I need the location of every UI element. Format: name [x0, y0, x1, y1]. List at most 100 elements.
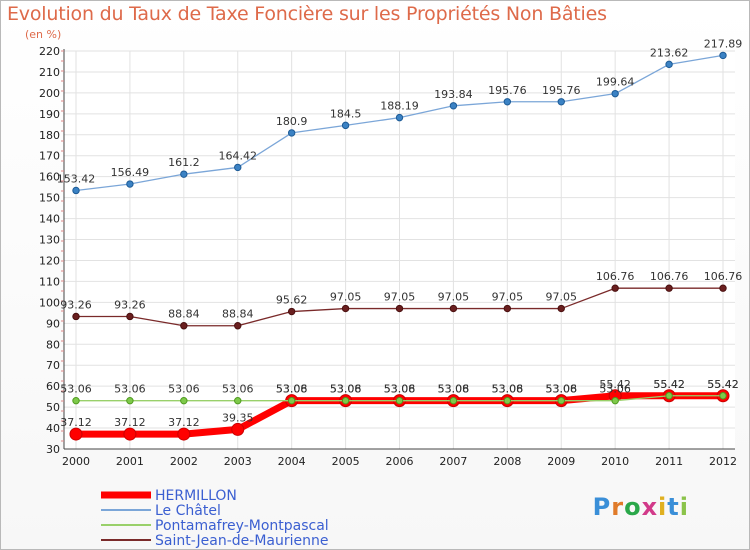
data-point	[341, 304, 350, 313]
data-label: 188.19	[380, 100, 419, 113]
data-point	[123, 427, 137, 441]
data-label: 161.2	[168, 156, 200, 169]
data-point	[503, 304, 512, 313]
data-point	[126, 180, 134, 188]
data-point	[449, 396, 458, 405]
data-label: 53.06	[222, 383, 254, 396]
data-point	[234, 163, 242, 172]
data-point	[395, 304, 404, 313]
data-point	[234, 396, 242, 405]
data-label: 53.08	[384, 383, 416, 396]
x-tick-label: 2011	[655, 455, 683, 468]
data-label: 53.08	[492, 383, 524, 396]
data-point	[180, 170, 188, 178]
x-tick-label: 2012	[709, 455, 737, 468]
data-label: 180.9	[276, 115, 308, 128]
data-point	[557, 304, 565, 313]
y-tick-label: 140	[39, 213, 60, 226]
data-label: 53.08	[438, 383, 470, 396]
logo-letter: i	[658, 493, 668, 521]
x-tick-label: 2003	[224, 455, 252, 468]
data-point	[180, 396, 188, 405]
data-label: 37.12	[114, 416, 146, 429]
y-tick-label: 170	[39, 150, 60, 163]
x-tick-label: 2008	[493, 455, 521, 468]
data-label: 106.76	[596, 270, 635, 283]
data-label: 93.26	[60, 298, 92, 311]
y-tick-label: 180	[39, 129, 60, 142]
logo-letter: x	[641, 493, 659, 521]
data-label: 93.26	[114, 298, 146, 311]
legend-label-1: Le Châtel	[155, 503, 221, 519]
y-tick-label: 30	[46, 443, 60, 456]
data-label: 53.06	[276, 383, 308, 396]
data-label: 55.42	[707, 378, 739, 391]
y-axis-label: (en %)	[25, 28, 62, 41]
data-label: 53.06	[168, 383, 200, 396]
data-label: 97.05	[330, 291, 362, 304]
data-label: 193.84	[434, 88, 473, 101]
data-point	[72, 186, 80, 195]
data-point	[126, 396, 134, 405]
y-tick-label: 90	[46, 317, 60, 330]
data-point	[341, 396, 350, 405]
data-point	[611, 89, 619, 98]
data-point	[611, 284, 619, 292]
legend-label-3: Saint-Jean-de-Maurienne	[155, 533, 329, 549]
y-tick-label: 120	[39, 254, 60, 267]
logo-letter: i	[679, 493, 689, 521]
x-tick-label: 2000	[62, 455, 90, 468]
y-tick-label: 210	[39, 66, 60, 79]
data-point	[719, 392, 727, 400]
data-point	[395, 113, 404, 122]
y-tick-label: 50	[46, 401, 60, 414]
data-label: 88.84	[222, 308, 254, 321]
proxiti-logo: Proxiti	[593, 493, 689, 521]
data-point	[287, 129, 296, 137]
data-label: 37.12	[168, 416, 200, 429]
data-point	[503, 396, 512, 405]
data-point	[665, 284, 673, 292]
x-tick-label: 2007	[439, 455, 467, 468]
data-point	[449, 304, 458, 313]
logo-letter: r	[611, 493, 625, 521]
logo-letter: o	[624, 493, 642, 521]
data-label: 217.89	[704, 37, 743, 50]
logo-letter: t	[667, 493, 680, 521]
data-label: 53.06	[60, 383, 92, 396]
data-point	[665, 60, 673, 69]
data-point	[180, 322, 188, 330]
data-point	[72, 396, 80, 405]
data-label: 97.05	[384, 291, 416, 304]
y-tick-label: 110	[39, 275, 60, 288]
data-label: 53.06	[438, 383, 470, 396]
data-point	[69, 427, 83, 441]
data-label: 53.08	[330, 383, 362, 396]
x-tick-label: 2004	[278, 455, 306, 468]
x-tick-label: 2001	[116, 455, 144, 468]
data-point	[341, 121, 350, 130]
data-label: 53.06	[546, 383, 578, 396]
y-tick-label: 70	[46, 359, 60, 372]
data-label: 199.64	[596, 76, 635, 89]
data-point	[719, 51, 727, 60]
x-tick-label: 2002	[170, 455, 198, 468]
data-label: 55.42	[707, 378, 739, 391]
legend-label-2: Pontamafrey-Montpascal	[155, 518, 329, 534]
data-label: 184.5	[330, 107, 362, 120]
data-label: 156.49	[111, 166, 150, 179]
data-label: 97.05	[546, 291, 578, 304]
y-tick-label: 190	[39, 108, 60, 121]
y-tick-label: 130	[39, 234, 60, 247]
data-label: 106.76	[704, 270, 743, 283]
data-label: 53.08	[546, 383, 578, 396]
data-label: 88.84	[168, 308, 200, 321]
data-label: 55.42	[599, 378, 631, 391]
y-tick-label: 60	[46, 380, 60, 393]
data-point	[287, 307, 296, 316]
data-label: 53.06	[330, 383, 362, 396]
data-point	[449, 102, 458, 110]
x-tick-label: 2010	[601, 455, 629, 468]
x-tick-label: 2005	[332, 455, 360, 468]
x-tick-label: 2006	[386, 455, 414, 468]
